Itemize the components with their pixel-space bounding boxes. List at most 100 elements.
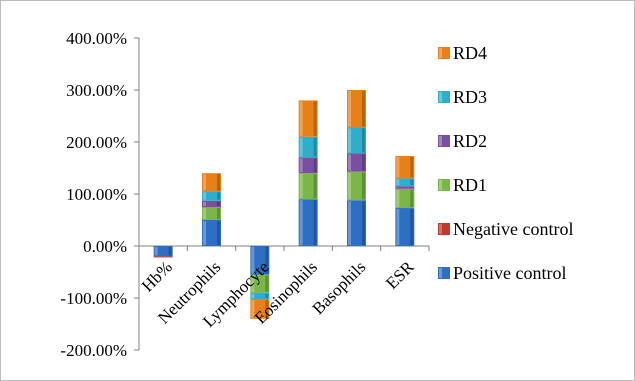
- bar-segment-highlight: [396, 179, 400, 186]
- x-tick-label: Basophils: [308, 257, 369, 318]
- bars: [153, 90, 415, 319]
- bar-segment-shade: [410, 189, 414, 208]
- bar-segment-highlight: [299, 137, 303, 157]
- legend-swatch: [438, 179, 450, 191]
- legend-swatch: [438, 135, 450, 147]
- bar-segment: [395, 178, 415, 187]
- legend-swatch-highlight: [439, 180, 442, 190]
- bar-segment-highlight: [203, 174, 206, 191]
- legend-label: RD2: [453, 131, 487, 151]
- bar-segment-shade: [313, 174, 317, 199]
- bar-segment: [250, 246, 270, 275]
- bar-segment: [202, 207, 221, 220]
- bar-segment-highlight: [203, 208, 206, 219]
- bar-segment: [347, 127, 366, 154]
- y-tick-label: -100.00%: [60, 289, 127, 308]
- bar-segment-highlight: [251, 300, 255, 318]
- bar-segment-highlight: [299, 174, 303, 199]
- x-tick-label: Hb%: [138, 257, 176, 295]
- bar-segment-shade: [313, 200, 317, 245]
- bar-segment-highlight: [348, 201, 351, 245]
- bar-segment-shade: [362, 201, 365, 245]
- bar-segment: [202, 191, 221, 201]
- bar-segment-highlight: [251, 275, 255, 292]
- bar-segment: [395, 156, 415, 179]
- bar-segment-shade: [313, 137, 317, 157]
- bar-segment-shade: [410, 157, 414, 178]
- bar-segment-highlight: [299, 101, 303, 136]
- y-tick-label: -200.00%: [60, 341, 127, 360]
- bar-segment: [250, 274, 270, 293]
- axes: [134, 37, 430, 351]
- y-tick-label: 0.00%: [83, 237, 127, 256]
- bar-segment-shade: [217, 174, 220, 191]
- legend-swatch-highlight: [439, 224, 442, 234]
- legend-label: Negative control: [453, 219, 573, 239]
- bar-segment-shade: [217, 221, 220, 245]
- bar-segment-shade: [410, 179, 414, 186]
- bar-segment-highlight: [203, 221, 206, 245]
- bar-segment-shade: [217, 201, 220, 206]
- bar-segment-shade: [313, 101, 317, 136]
- bar-segment-highlight: [396, 189, 400, 208]
- bar-segment-highlight: [154, 247, 158, 256]
- bar-segment-highlight: [396, 209, 400, 245]
- bar-segment: [298, 199, 318, 246]
- y-axis-tick-labels: -200.00% -100.00% 0.00% 100.00% 200.00% 300.0…: [60, 29, 127, 360]
- bar-segment-shade: [410, 209, 414, 245]
- bar-segment: [347, 171, 366, 201]
- bar-segment-shade: [265, 300, 269, 318]
- y-tick-label: 300.00%: [66, 81, 127, 100]
- bar-segment-highlight: [348, 128, 351, 153]
- bar-segment: [395, 208, 415, 246]
- legend-label: Positive control: [453, 263, 567, 283]
- bar-segment-shade: [265, 275, 269, 292]
- legend-label: RD3: [453, 87, 487, 107]
- bar-segment: [250, 299, 270, 319]
- bar-segment-shade: [217, 192, 220, 200]
- bar-segment-highlight: [396, 157, 400, 178]
- bar-segment: [298, 173, 318, 200]
- legend-swatch: [438, 47, 450, 59]
- bar-segment: [250, 292, 270, 300]
- bar-segment-highlight: [299, 200, 303, 245]
- x-axis-tick-labels: Hb%NeutrophilsLymphocyteEosinophilsBasop…: [138, 257, 418, 331]
- bar-segment: [298, 100, 318, 137]
- bar-segment-shade: [362, 91, 365, 127]
- bar-segment: [153, 256, 173, 258]
- bar-segment: [347, 153, 366, 172]
- bar-segment: [347, 90, 366, 128]
- bar-segment: [395, 186, 415, 189]
- bar-segment-highlight: [348, 172, 351, 200]
- bar-segment: [202, 173, 221, 192]
- bar-segment-shade: [265, 293, 269, 299]
- y-tick-label: 200.00%: [66, 133, 127, 152]
- bar-segment-shade: [362, 128, 365, 153]
- legend-swatch: [438, 223, 450, 235]
- bar-segment: [153, 246, 173, 257]
- bar-segment-shade: [265, 247, 269, 274]
- bar-segment-highlight: [299, 158, 303, 173]
- x-tick-label: ESR: [382, 257, 418, 293]
- bar-segment-shade: [168, 247, 172, 256]
- legend: RD4 RD3 RD2 RD1 Negative control Positive con…: [438, 43, 573, 283]
- legend-swatch-highlight: [439, 268, 442, 278]
- bar-segment-highlight: [396, 187, 400, 188]
- legend-swatch: [438, 267, 450, 279]
- y-tick-label: 100.00%: [66, 185, 127, 204]
- bar-segment: [347, 200, 366, 246]
- bar-segment: [298, 136, 318, 158]
- bar-segment-highlight: [251, 293, 255, 299]
- bar-segment-highlight: [348, 91, 351, 127]
- bar-segment-highlight: [251, 247, 255, 274]
- bar-segment: [202, 200, 221, 207]
- bar-segment-highlight: [348, 154, 351, 171]
- bar-segment-highlight: [203, 201, 206, 206]
- bar-segment-shade: [362, 154, 365, 171]
- bar-segment-shade: [217, 208, 220, 219]
- bar-segment: [298, 157, 318, 174]
- bar-segment-shade: [313, 158, 317, 173]
- legend-swatch: [438, 91, 450, 103]
